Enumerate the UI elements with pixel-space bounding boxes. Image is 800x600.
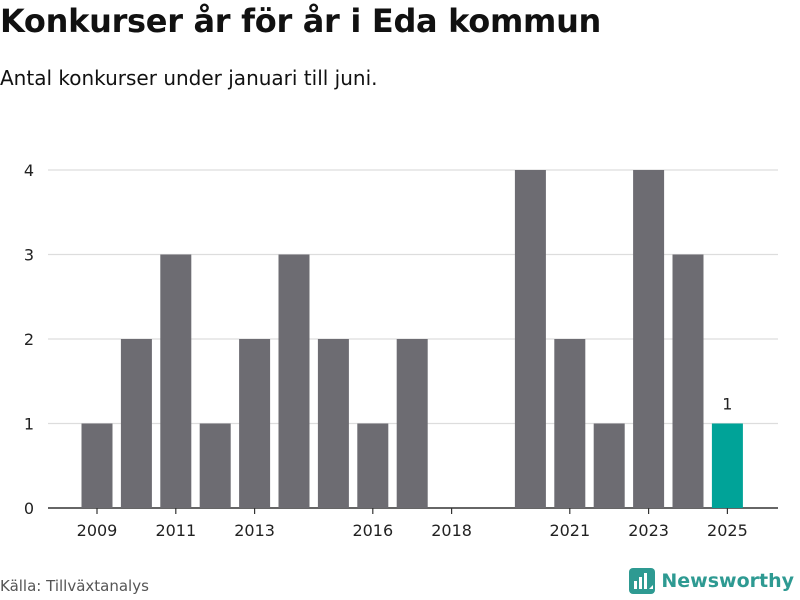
y-tick-label: 0 (24, 499, 34, 518)
bar (514, 170, 546, 508)
y-tick-label: 4 (24, 161, 34, 180)
x-tick-label: 2021 (549, 521, 590, 540)
chart-subtitle: Antal konkurser under januari till juni. (0, 66, 378, 90)
y-tick-label: 2 (24, 330, 34, 349)
bar (593, 423, 625, 508)
y-tick-label: 3 (24, 246, 34, 265)
y-tick-label: 1 (24, 415, 34, 434)
newsworthy-logo-icon (629, 568, 656, 594)
bar (633, 170, 665, 508)
bar (554, 339, 586, 508)
data-label: 1 (722, 395, 732, 414)
bar (317, 339, 349, 508)
x-tick-label: 2025 (707, 521, 748, 540)
bar (357, 423, 389, 508)
x-tick-label: 2023 (628, 521, 669, 540)
brand-name: Newsworthy (661, 570, 794, 592)
bar-chart: 0 1 2 3 4 1 2009 2011 2013 2016 2018 2021 2023 2025 (24, 161, 778, 540)
bar (239, 339, 271, 508)
bar (81, 423, 113, 508)
bar (711, 423, 743, 508)
bar (160, 254, 192, 508)
x-tick-label: 2016 (352, 521, 393, 540)
bar (396, 339, 428, 508)
source-note: Källa: Tillväxtanalys (0, 577, 149, 595)
x-tick-label: 2018 (431, 521, 472, 540)
bar (672, 254, 704, 508)
x-tick-label: 2013 (234, 521, 275, 540)
x-tick-label: 2009 (77, 521, 118, 540)
x-tick-label: 2011 (155, 521, 196, 540)
bar (278, 254, 310, 508)
bar (199, 423, 231, 508)
brand-logo: Newsworthy (629, 568, 794, 594)
chart-title: Konkurser år för år i Eda kommun (0, 2, 602, 40)
bar (120, 339, 152, 508)
